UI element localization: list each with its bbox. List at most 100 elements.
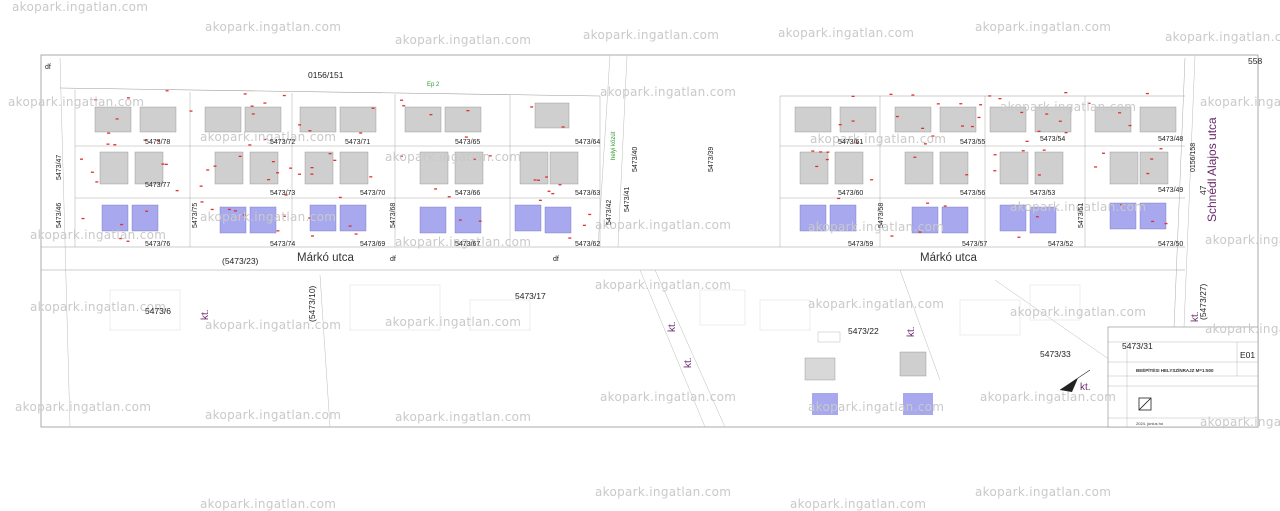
watermark: akopark.ingatlan.com bbox=[15, 400, 152, 414]
dimension-mark bbox=[399, 155, 403, 157]
pool bbox=[1029, 206, 1057, 234]
parcel-label: 5473/53 bbox=[1030, 190, 1056, 197]
dimension-mark bbox=[1118, 112, 1122, 114]
pool bbox=[339, 204, 367, 232]
parcel-label: 5473/76 bbox=[145, 241, 171, 248]
dimension-mark bbox=[243, 93, 247, 95]
dimension-mark bbox=[206, 169, 210, 171]
parcel-label: df bbox=[45, 64, 51, 71]
dimension-mark bbox=[126, 97, 130, 99]
dimension-mark bbox=[1159, 148, 1163, 150]
dimension-mark bbox=[210, 208, 214, 211]
dimension-mark bbox=[161, 163, 165, 165]
dimension-mark bbox=[825, 158, 829, 161]
dimension-mark bbox=[213, 165, 217, 167]
dimension-mark bbox=[970, 125, 974, 128]
dimension-mark bbox=[488, 155, 492, 157]
kt-label: kt. bbox=[1080, 382, 1091, 393]
dimension-mark bbox=[993, 154, 997, 156]
parcel-label: 5473/68 bbox=[390, 202, 397, 228]
watermark: akopark.ingatlan.com bbox=[395, 410, 532, 424]
pool bbox=[799, 204, 827, 232]
dimension-mark bbox=[551, 193, 555, 195]
dimension-mark bbox=[227, 208, 231, 211]
dimension-mark bbox=[233, 210, 237, 212]
kt-label: kt. bbox=[683, 357, 694, 368]
dimension-mark bbox=[1021, 150, 1025, 152]
dimension-mark bbox=[1145, 92, 1149, 95]
dimension-mark bbox=[582, 224, 586, 226]
parcel-label: 5473/6 bbox=[145, 306, 171, 316]
watermark: akopark.ingatlan.com bbox=[1010, 200, 1147, 214]
dimension-mark bbox=[913, 156, 917, 158]
parcel-label: 5473/41 bbox=[624, 186, 631, 212]
parcel-label: (5473/23) bbox=[222, 256, 259, 266]
watermark: akopark.ingatlan.com bbox=[385, 315, 522, 329]
dimension-mark bbox=[1037, 130, 1041, 132]
dimension-mark bbox=[558, 184, 562, 186]
building bbox=[1034, 151, 1064, 185]
dimension-mark bbox=[988, 95, 992, 97]
watermark: akopark.ingatlan.com bbox=[205, 408, 342, 422]
building bbox=[454, 151, 484, 185]
dimension-mark bbox=[936, 103, 940, 105]
dimension-mark bbox=[1017, 236, 1021, 238]
building bbox=[999, 151, 1029, 185]
dimension-mark bbox=[298, 124, 302, 126]
dimension-mark bbox=[115, 118, 119, 120]
parcel-label: 5473/49 bbox=[1158, 187, 1184, 194]
dimension-mark bbox=[568, 237, 572, 239]
parcel-label: 5473/62 bbox=[575, 241, 601, 248]
watermark: akopark.ingatlan.com bbox=[1205, 322, 1280, 336]
dimension-mark bbox=[251, 113, 255, 115]
parcel-label: 5473/50 bbox=[1158, 241, 1184, 248]
ep-label: Ep 2 bbox=[427, 82, 440, 88]
sheet-date: 2024. június hó bbox=[1136, 421, 1164, 426]
building bbox=[1034, 106, 1072, 133]
dimension-mark bbox=[1035, 216, 1039, 218]
dimension-mark bbox=[1151, 220, 1155, 223]
parcel-label: 5473/40 bbox=[632, 146, 639, 172]
watermark: akopark.ingatlan.com bbox=[1200, 415, 1280, 429]
parcel-label: 5473/77 bbox=[145, 182, 171, 189]
watermark: akopark.ingatlan.com bbox=[600, 85, 737, 99]
dimension-mark bbox=[267, 179, 271, 181]
parcel-label: (5473/10) bbox=[307, 285, 317, 322]
parcel-label: 5473/70 bbox=[360, 190, 386, 197]
building bbox=[404, 106, 442, 133]
parcel-0156-151: 0156/151 bbox=[308, 70, 344, 80]
building bbox=[1139, 106, 1177, 133]
sheet-number: E01 bbox=[1240, 350, 1256, 360]
parcel-label: df bbox=[390, 256, 396, 263]
building bbox=[894, 106, 932, 133]
building-footprints bbox=[94, 102, 1177, 185]
dimension-mark bbox=[889, 93, 893, 95]
parcel-label: 5473/54 bbox=[1040, 136, 1066, 143]
watermark: akopark.ingatlan.com bbox=[790, 497, 927, 511]
pool bbox=[829, 204, 857, 232]
building bbox=[534, 102, 570, 129]
watermark: akopark.ingatlan.com bbox=[8, 95, 145, 109]
pool bbox=[514, 204, 542, 232]
parcel-label: 5473/39 bbox=[708, 146, 715, 172]
watermark: akopark.ingatlan.com bbox=[200, 497, 337, 511]
dimension-mark bbox=[837, 197, 841, 200]
parcel-label: 5473/17 bbox=[515, 291, 546, 301]
watermark: akopark.ingatlan.com bbox=[200, 130, 337, 144]
dimension-mark bbox=[838, 124, 842, 126]
dimension-mark bbox=[308, 217, 312, 219]
dimension-mark bbox=[107, 132, 111, 134]
pool bbox=[219, 206, 247, 234]
watermark: akopark.ingatlan.com bbox=[30, 228, 167, 242]
dimension-mark bbox=[561, 126, 565, 128]
watermark: akopark.ingatlan.com bbox=[808, 220, 945, 234]
parcel-label: 5473/63 bbox=[575, 190, 601, 197]
dimension-mark bbox=[815, 165, 819, 168]
parcel-label: 5473/51 bbox=[1078, 202, 1085, 228]
dimension-mark bbox=[1064, 132, 1068, 134]
building bbox=[134, 151, 164, 185]
dimension-mark bbox=[998, 98, 1002, 100]
building bbox=[839, 106, 877, 133]
dimension-mark bbox=[250, 105, 254, 107]
dimension-mark bbox=[826, 151, 830, 153]
